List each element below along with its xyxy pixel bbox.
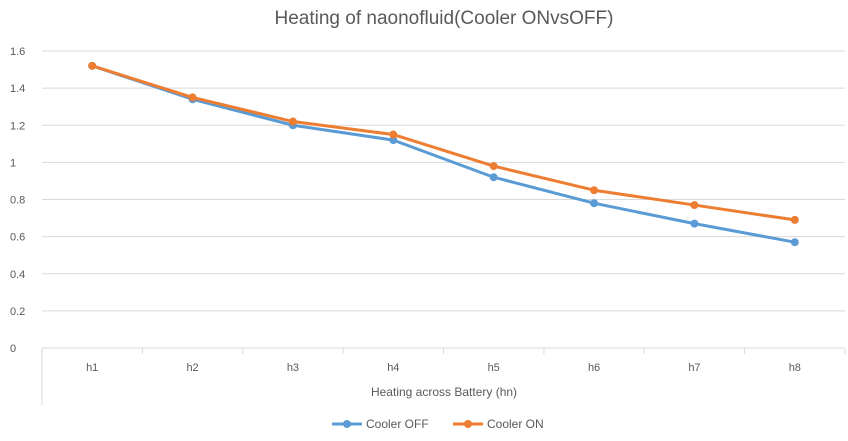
data-point-cooler-off-h8 <box>790 238 799 247</box>
legend-label-cooler-off: Cooler OFF <box>366 417 429 431</box>
y-tick-label: 0.2 <box>10 306 25 318</box>
legend-marker-cooler-off <box>343 420 351 428</box>
data-point-cooler-on-h1 <box>88 61 97 70</box>
y-axis-tick-labels: 0 0.2 0.4 0.6 0.8 1 1.2 1.4 1.6 <box>10 46 25 355</box>
x-tick-label: h1 <box>86 362 98 374</box>
legend: Cooler OFF Cooler ON <box>332 417 544 431</box>
x-tick-label: h2 <box>186 362 198 374</box>
axes <box>41 347 846 405</box>
y-tick-label: 1.4 <box>10 83 25 95</box>
data-point-cooler-on-h7 <box>690 201 699 210</box>
data-point-cooler-on-h6 <box>590 186 599 195</box>
data-point-cooler-on-h3 <box>288 117 297 126</box>
y-tick-label: 1.6 <box>10 46 25 58</box>
data-point-cooler-on-h2 <box>188 93 197 102</box>
series-lines <box>88 61 799 247</box>
y-tick-label: 0.4 <box>10 269 25 281</box>
x-tick-label: h6 <box>588 362 600 374</box>
legend-item-cooler-off: Cooler OFF <box>332 417 429 431</box>
x-axis-tick-labels: h1 h2 h3 h4 h5 h6 h7 h8 <box>86 362 801 374</box>
series-cooler-on <box>88 61 799 224</box>
series-line-cooler-on <box>90 64 797 222</box>
x-tick-label: h8 <box>789 362 801 374</box>
y-tick-label: 0.6 <box>10 232 25 244</box>
chart-title: Heating of naonofluid(Cooler ONvsOFF) <box>275 8 614 29</box>
data-point-cooler-on-h8 <box>790 215 799 224</box>
data-point-cooler-off-h7 <box>690 219 699 228</box>
series-line-cooler-off <box>90 64 797 244</box>
data-point-cooler-off-h5 <box>489 173 498 182</box>
legend-label-cooler-on: Cooler ON <box>487 417 544 431</box>
y-tick-label: 0.8 <box>10 195 25 207</box>
gridlines <box>42 50 845 312</box>
x-tick-label: h5 <box>488 362 500 374</box>
y-tick-label: 1 <box>10 157 16 169</box>
x-tick-label: h7 <box>688 362 700 374</box>
y-tick-label: 1.2 <box>10 120 25 132</box>
data-point-cooler-on-h5 <box>489 162 498 171</box>
data-point-cooler-off-h6 <box>590 199 599 208</box>
legend-item-cooler-on: Cooler ON <box>453 417 544 431</box>
legend-marker-cooler-on <box>464 420 472 428</box>
x-axis-label: Heating across Battery (hn) <box>371 385 517 399</box>
data-point-cooler-on-h4 <box>389 130 398 139</box>
data-point-cooler-off-h4 <box>389 136 398 145</box>
series-cooler-off <box>88 61 799 247</box>
x-tick-label: h4 <box>387 362 399 374</box>
y-tick-label: 0 <box>10 343 16 355</box>
x-tick-label: h3 <box>287 362 299 374</box>
